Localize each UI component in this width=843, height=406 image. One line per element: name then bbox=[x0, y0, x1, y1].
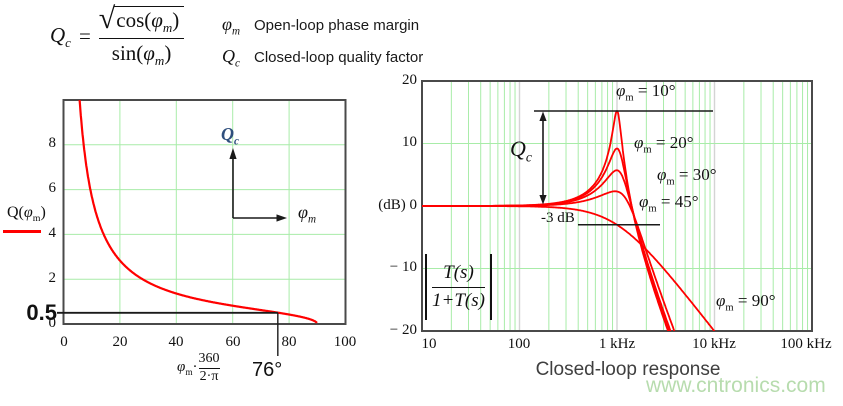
formula-numerator: √ cos(φm) bbox=[99, 4, 185, 36]
formula-denominator: sin(φm) bbox=[111, 41, 172, 69]
qc-formula: Qc = √ cos(φm) sin(φm) bbox=[50, 4, 185, 69]
abs-bar-left bbox=[425, 254, 427, 320]
right-x-tick-1k: 1 kHz bbox=[598, 336, 636, 352]
inset-phim-axis-label: φm bbox=[298, 202, 317, 226]
inset-qc-axis-label: Qc bbox=[221, 124, 239, 148]
tf-denominator: 1+T(s) bbox=[432, 289, 485, 311]
left-y-tick-6: 6 bbox=[48, 180, 57, 196]
pm-label-30deg: φm = 30° bbox=[657, 165, 717, 188]
right-chart-title: Closed-loop response bbox=[535, 359, 721, 380]
pm-label-20deg: φm = 20° bbox=[634, 133, 694, 156]
pm-label-90deg: φm = 90° bbox=[716, 291, 776, 314]
formula-lhs: Qc bbox=[50, 22, 71, 50]
qc-peaking-label: Qc bbox=[510, 136, 532, 165]
left-x-tick-60: 60 bbox=[225, 334, 241, 350]
left-y-tick-2: 2 bbox=[48, 270, 57, 286]
abs-bar-right bbox=[489, 254, 492, 320]
closed-loop-transfer-function: T(s) 1+T(s) bbox=[425, 254, 492, 320]
radical-sign-icon: √ bbox=[98, 2, 116, 35]
db-unit-label: (dB) bbox=[378, 197, 406, 213]
right-y-tick-10: 10 bbox=[402, 134, 417, 150]
tf-numerator: T(s) bbox=[443, 261, 474, 283]
left-chart-y-axis-label: Q(φm) bbox=[7, 204, 46, 225]
left-y-tick-4: 4 bbox=[48, 225, 57, 241]
left-x-tick-100: 100 bbox=[333, 334, 357, 350]
right-y-tick-m20: − 20 bbox=[389, 322, 417, 338]
formula-fraction: √ cos(φm) sin(φm) bbox=[98, 4, 185, 69]
symbol-legend: φm Open-loop phase margin Qc Closed-loop… bbox=[222, 14, 423, 69]
right-x-tick-10: 10 bbox=[421, 336, 437, 352]
left-x-tick-80: 80 bbox=[281, 334, 297, 350]
watermark-text: www.cntronics.com bbox=[646, 374, 826, 397]
red-trace-legend-sample bbox=[3, 230, 41, 233]
phase-margin-76deg-label: 76° bbox=[252, 359, 283, 381]
right-x-tick-100k: 100 kHz bbox=[780, 336, 832, 352]
right-x-tick-100: 100 bbox=[507, 336, 531, 352]
legend-item-phase-margin: φm Open-loop phase margin bbox=[222, 14, 420, 38]
right-y-tick-m10: − 10 bbox=[389, 259, 417, 275]
left-x-tick-20: 20 bbox=[112, 334, 128, 350]
pm-label-45deg: φm = 45° bbox=[639, 192, 699, 215]
formula-equals: = bbox=[78, 24, 91, 49]
pm-label-10deg: φm = 10° bbox=[616, 81, 676, 104]
legend-item-quality-factor: Qc Closed-loop quality factor bbox=[222, 45, 424, 70]
right-y-tick-0: (dB) 0 bbox=[378, 197, 417, 213]
right-y-tick-20: 20 bbox=[402, 72, 417, 88]
left-chart-x-axis-label: φm· 360 2·π bbox=[177, 351, 220, 384]
q-ref-0p5-label: 0.5 bbox=[26, 300, 57, 325]
left-x-tick-40: 40 bbox=[168, 334, 184, 350]
left-y-tick-0: 0 bbox=[48, 315, 57, 331]
minus-3db-label: -3 dB bbox=[541, 210, 575, 226]
right-x-tick-10k: 10 kHz bbox=[692, 336, 736, 352]
left-y-tick-8: 8 bbox=[48, 135, 57, 151]
left-x-tick-0: 0 bbox=[60, 334, 68, 350]
